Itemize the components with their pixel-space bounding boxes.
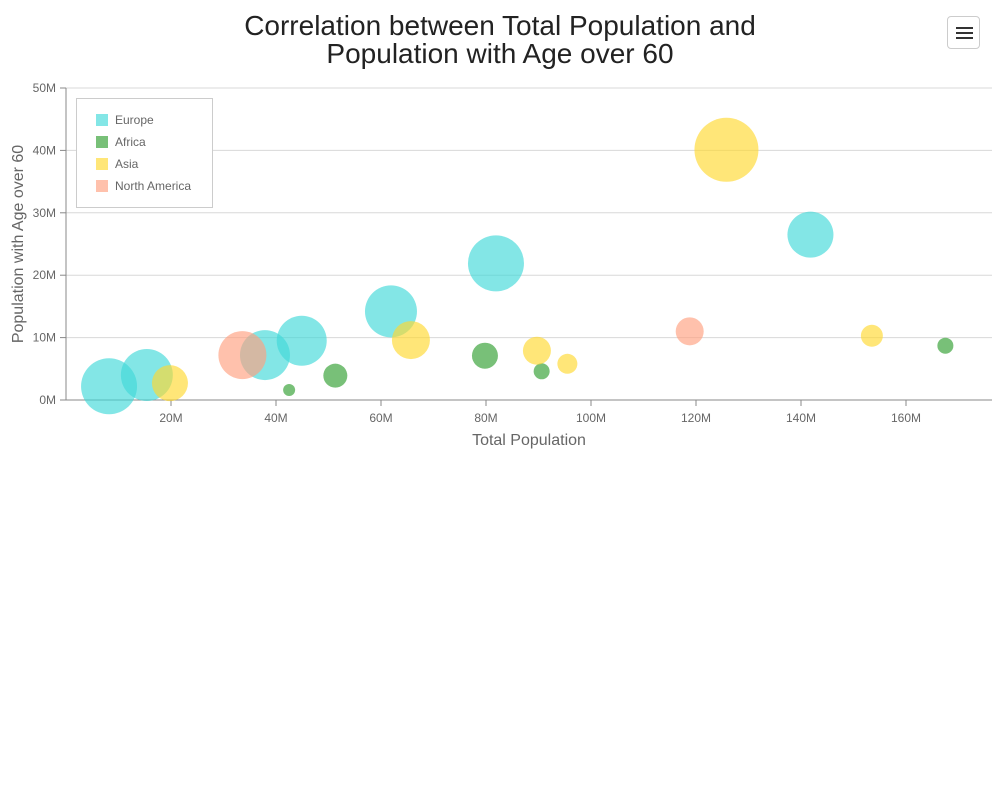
chart-title-line-2: Population with Age over 60 (326, 38, 674, 69)
legend-label: North America (115, 179, 191, 193)
y-tick-label: 10M (33, 331, 56, 345)
hamburger-menu-icon-bar (956, 32, 973, 34)
bubble-europe (787, 211, 834, 258)
legend-label: Africa (115, 135, 146, 149)
x-tick-label: 60M (369, 411, 392, 425)
bubble-asia (557, 353, 578, 374)
hamburger-menu-icon-bar (956, 37, 973, 39)
chart-menu-button[interactable] (947, 16, 980, 49)
bubble-africa (937, 337, 954, 354)
x-tick-label: 160M (891, 411, 921, 425)
bubble-africa (533, 363, 550, 380)
bubble-africa (283, 384, 296, 397)
chart-title: Correlation between Total Population and… (200, 12, 800, 68)
bubble-asia (694, 117, 759, 182)
bubble-asia (151, 365, 188, 402)
x-tick-label: 100M (576, 411, 606, 425)
legend-swatch (96, 180, 108, 192)
bubble-europe (276, 315, 327, 366)
bubble-africa (471, 342, 498, 369)
x-tick-label: 80M (474, 411, 497, 425)
legend-swatch (96, 136, 108, 148)
x-axis-title: Total Population (472, 432, 586, 449)
legend-label: Europe (115, 113, 154, 127)
bubble-asia (522, 336, 551, 365)
x-tick-label: 120M (681, 411, 711, 425)
legend-swatch (96, 114, 108, 126)
x-tick-label: 140M (786, 411, 816, 425)
bubble-north-america (218, 331, 267, 380)
bubble-europe (467, 235, 524, 292)
x-tick-label: 40M (264, 411, 287, 425)
y-tick-label: 0M (39, 393, 56, 407)
legend-label: Asia (115, 157, 139, 171)
bubble-africa (323, 363, 348, 388)
bubble-asia (391, 321, 430, 360)
bubble-north-america (675, 317, 704, 346)
y-axis-title: Population with Age over 60 (10, 145, 27, 343)
y-tick-label: 50M (33, 81, 56, 95)
data-points (81, 117, 954, 415)
legend-swatch (96, 158, 108, 170)
axes: 0M 10M 20M 30M 40M 50M 20M 40M 60M 80M 100M 120M 140… (33, 81, 992, 425)
chart-title-line-1: Correlation between Total Population and (244, 10, 756, 41)
bubble-asia (860, 324, 883, 347)
y-tick-label: 20M (33, 268, 56, 282)
hamburger-menu-icon-bar (956, 27, 973, 29)
y-tick-label: 30M (33, 206, 56, 220)
legend: Europe Africa Asia North America (76, 98, 213, 208)
y-tick-label: 40M (33, 143, 56, 157)
x-tick-label: 20M (159, 411, 182, 425)
